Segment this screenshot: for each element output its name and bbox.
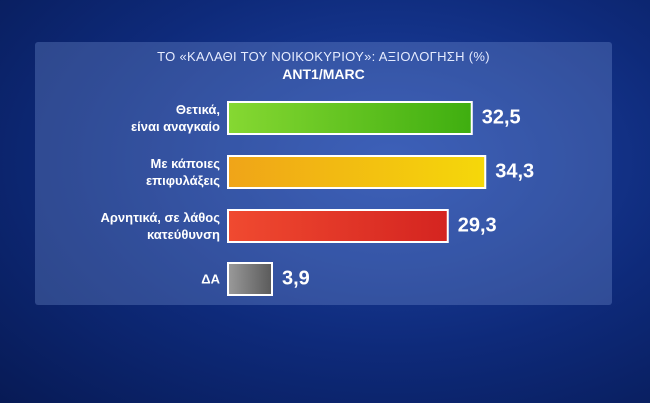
value-label: 29,3 <box>457 214 497 237</box>
value-label: 32,5 <box>481 106 521 129</box>
chart-title: ΤΟ «ΚΑΛΑΘΙ ΤΟΥ ΝΟΙΚΟΚΥΡΙΟΥ»: ΑΞΙΟΛΟΓΗΣΗ … <box>157 49 490 64</box>
chart-subtitle: ANT1/MARC <box>282 66 365 82</box>
bar <box>227 209 449 243</box>
category-label: Αρνητικά, σε λάθος κατεύθυνση <box>100 210 220 242</box>
value-label: 34,3 <box>495 160 535 183</box>
category-label: Με κάποιες επιφυλάξεις <box>146 156 220 188</box>
category-label: Θετικά, είναι αναγκαίο <box>130 102 220 134</box>
bar <box>227 101 473 135</box>
bar <box>227 155 487 189</box>
bar <box>227 262 273 296</box>
category-label: ΔΑ <box>201 271 220 287</box>
value-label: 3,9 <box>282 267 310 290</box>
